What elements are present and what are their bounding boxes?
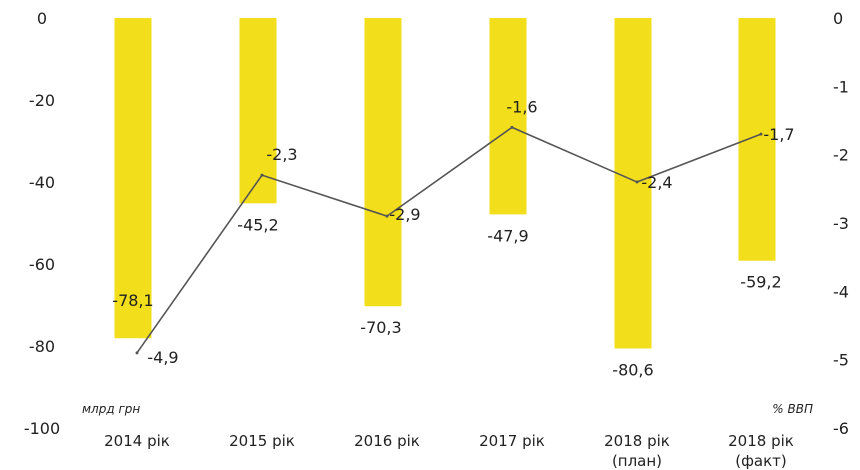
x-category-label: 2018 рік (план) [604,432,670,470]
bar-data-label: -59,2 [740,273,781,292]
line-point-2 [385,214,389,218]
x-category-label: 2017 рік [479,432,545,450]
bar-1 [239,18,277,204]
bar-data-label: -80,6 [612,360,653,379]
x-category-label: 2016 рік [354,432,420,450]
x-category-line: (план) [612,452,662,470]
x-category-label: 2015 рік [229,432,295,450]
right-tick-label: -6 [833,419,849,438]
bar-data-label: -47,9 [487,226,528,245]
left-tick-label: -20 [29,91,55,110]
x-category-line: 2014 рік [104,432,170,450]
left-axis: 0 -20 -40 -60 -80 -100 [24,9,60,438]
bar-data-labels: -78,1 -45,2 -70,3 -47,9 -80,6 -59,2 [112,215,781,379]
x-category-label: 2014 рік [104,432,170,450]
bar-4 [614,18,652,349]
right-tick-label: 0 [833,9,843,28]
bar-series [114,18,776,349]
bar-data-label: -70,3 [360,318,401,337]
line-data-label: -4,9 [147,348,178,367]
x-category-line: 2015 рік [229,432,295,450]
x-category-line: (факт) [735,452,787,470]
bar-5 [738,18,776,261]
right-tick-label: -2 [833,146,849,165]
bar-2 [364,18,402,307]
bar-3 [489,18,527,215]
line-point-0 [135,351,139,355]
right-axis: 0 -1 -2 -3 -4 -5 -6 [833,9,849,438]
right-unit-label: % ВВП [772,402,813,416]
left-tick-label: 0 [37,9,47,28]
line-point-4 [635,180,639,184]
line-data-label: -1,6 [506,97,537,116]
x-category-line: 2017 рік [479,432,545,450]
left-tick-label: -100 [24,419,60,438]
x-axis-categories: 2014 рік 2015 рік 2016 рік 2017 рік 2018 рік… [104,432,794,470]
x-category-line: 2016 рік [354,432,420,450]
left-tick-label: -80 [29,337,55,356]
x-category-line: 2018 рік [604,432,670,450]
bar-0 [114,18,152,339]
right-tick-label: -3 [833,214,849,233]
line-data-label: -2,9 [389,205,420,224]
bar-data-label: -78,1 [112,291,153,310]
line-point-3 [510,125,514,129]
line-data-label: -1,7 [763,125,794,144]
line-data-label: -2,4 [641,173,672,192]
line-point-5 [759,132,763,136]
left-tick-label: -40 [29,173,55,192]
left-unit-label: млрд грн [82,402,140,416]
right-tick-label: -5 [833,351,849,370]
line-data-labels: -4,9 -2,3 -2,9 -1,6 -2,4 -1,7 [147,97,794,367]
right-tick-label: -1 [833,77,849,96]
right-tick-label: -4 [833,282,849,301]
line-path [136,126,762,354]
line-series [135,125,763,355]
bar-data-label: -45,2 [237,215,278,234]
line-data-label: -2,3 [266,145,297,164]
line-point-1 [260,173,264,177]
x-category-label: 2018 рік (факт) [728,432,794,470]
x-category-line: 2018 рік [728,432,794,450]
left-tick-label: -60 [29,255,55,274]
